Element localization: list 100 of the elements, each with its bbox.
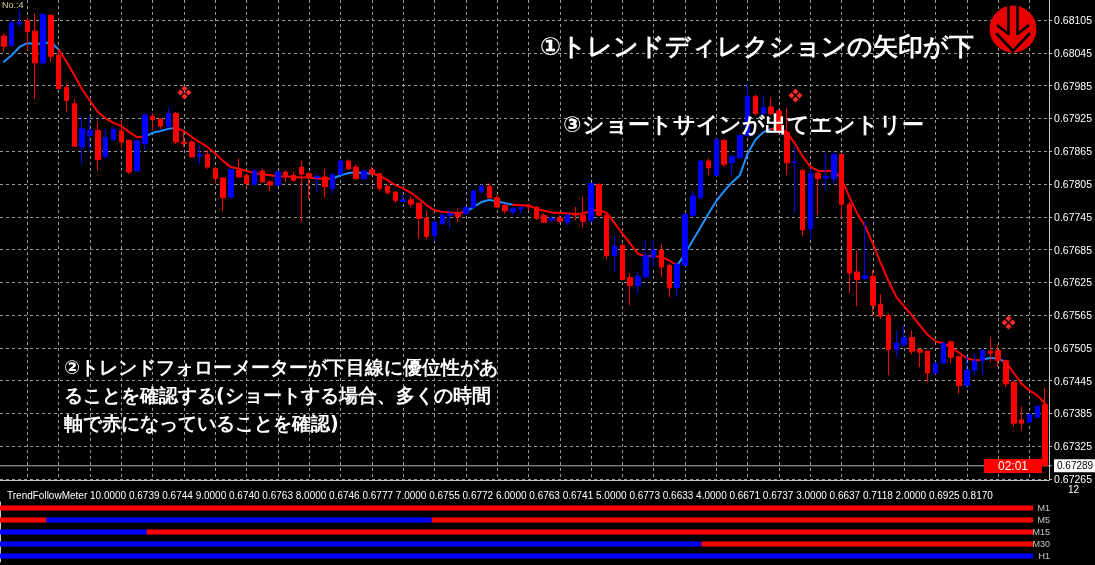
- candlestick: [111, 126, 116, 141]
- candlestick: [299, 160, 304, 223]
- candlestick: [627, 273, 633, 306]
- y-tick-label: 0.67685: [1054, 243, 1093, 256]
- candlestick: [479, 182, 484, 195]
- annotation: No.:4: [2, 0, 24, 10]
- candlestick: [526, 203, 531, 211]
- candlestick: [361, 169, 367, 181]
- candlestick: [25, 18, 30, 51]
- candlestick: [972, 353, 977, 376]
- candlestick: [964, 354, 970, 388]
- candlestick: [886, 312, 891, 376]
- annotation: 02:01: [984, 459, 1042, 473]
- candlestick: [761, 94, 766, 116]
- candlestick: [64, 83, 69, 113]
- candlestick: [518, 205, 523, 215]
- candlestick: [283, 169, 288, 183]
- candlestick: [1035, 404, 1040, 419]
- candlestick: [385, 184, 390, 195]
- y-tick-label: M15: [1032, 527, 1050, 537]
- candlestick: [275, 170, 281, 187]
- candlestick: [901, 324, 907, 347]
- candlestick: [753, 93, 758, 116]
- candlestick: [729, 154, 735, 176]
- candlestick: [213, 166, 218, 184]
- y-tick-label: H1: [1038, 551, 1050, 561]
- candlestick: [306, 171, 312, 200]
- candlestick: [541, 213, 547, 224]
- candlestick: [400, 193, 406, 203]
- y-tick-label: 0.67505: [1054, 341, 1093, 354]
- y-tick-label: M30: [1032, 539, 1050, 549]
- candlestick: [604, 213, 609, 260]
- candlestick: [674, 261, 680, 298]
- candlestick: [792, 146, 797, 215]
- candlestick: [32, 13, 38, 100]
- y-tick-label: M5: [1037, 515, 1050, 525]
- candlestick: [189, 139, 195, 159]
- candlestick: [322, 168, 328, 199]
- candlestick: [17, 9, 22, 28]
- candlestick: [643, 239, 649, 278]
- candlestick: [267, 179, 273, 192]
- candlestick: [95, 121, 101, 171]
- candlestick: [471, 188, 476, 210]
- y-tick-label: 0.67625: [1054, 276, 1093, 289]
- candlestick: [9, 19, 14, 48]
- candlestick: [988, 336, 993, 363]
- candlestick: [854, 250, 860, 307]
- y-tick-label: 0.67325: [1054, 440, 1093, 453]
- candlestick: [1003, 359, 1009, 388]
- bar: [0, 529, 147, 535]
- candlestick: [228, 168, 234, 198]
- candlestick: [72, 98, 77, 148]
- candlestick: [494, 194, 500, 209]
- y-tick-label: 0.67265: [1054, 472, 1093, 485]
- y-tick-label: 0.68105: [1054, 14, 1093, 27]
- candlestick: [534, 205, 539, 221]
- candlestick: [714, 138, 719, 177]
- y-tick-label: M1: [1037, 503, 1050, 513]
- y-tick-label: 0.68045: [1054, 46, 1093, 59]
- candlestick: [933, 361, 938, 375]
- candlestick: [737, 133, 743, 159]
- candlestick: [659, 243, 664, 278]
- candlestick: [862, 220, 868, 281]
- candlestick: [894, 329, 899, 358]
- candlestick: [1011, 380, 1017, 427]
- annotation: ②トレンドフォローメーターが下目線に優位性があることを確認する(ショートする場合、多くの時間軸で赤になっていることを確認): [64, 355, 500, 436]
- candlestick: [580, 196, 586, 228]
- candlestick: [557, 214, 563, 224]
- ref-line-label: 0.67289: [1057, 460, 1094, 472]
- candlestick: [706, 157, 711, 176]
- candlestick: [870, 269, 876, 317]
- candlestick: [487, 182, 492, 200]
- candlestick: [948, 340, 954, 364]
- candlestick: [510, 206, 516, 216]
- candlestick: [995, 344, 1001, 368]
- candlestick: [40, 13, 46, 66]
- bar: [431, 517, 1033, 523]
- candlestick: [925, 350, 930, 383]
- candlestick: [205, 149, 210, 170]
- candlestick: [815, 171, 821, 216]
- candlestick: [408, 195, 414, 209]
- candlestick: [1, 32, 7, 53]
- candlestick: [236, 157, 242, 178]
- y-tick-label: 0.67985: [1054, 79, 1093, 92]
- candlestick: [197, 144, 202, 165]
- candlestick: [260, 168, 265, 184]
- candlestick: [847, 201, 852, 294]
- candlestick: [909, 329, 915, 355]
- candlestick: [134, 139, 140, 172]
- candlestick: [432, 219, 437, 242]
- candlestick: [808, 168, 813, 241]
- candlestick: [173, 111, 179, 145]
- y-tick-label: 0.67385: [1054, 407, 1093, 420]
- candlestick: [980, 348, 985, 376]
- candlestick: [455, 208, 461, 223]
- candlestick: [690, 190, 696, 218]
- candlestick: [596, 182, 602, 218]
- candlestick: [651, 239, 656, 268]
- bar: [701, 541, 1033, 547]
- candlestick: [941, 341, 946, 365]
